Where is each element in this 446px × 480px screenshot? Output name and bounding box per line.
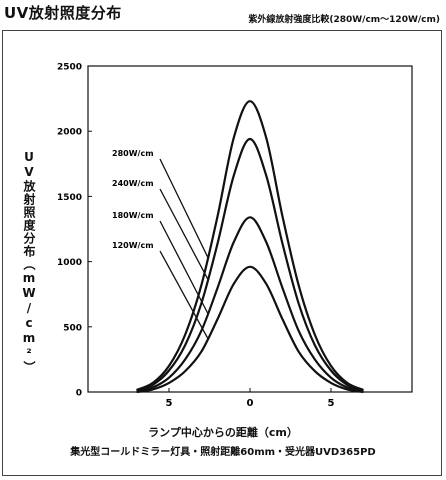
y-tick-label: 1000 xyxy=(57,258,82,268)
page-title: UV放射照度分布 xyxy=(4,4,122,22)
y-tick-label: 2500 xyxy=(57,63,82,73)
chart-subtitle: 紫外線放射強度比較(280W/cm〜120W/cm) xyxy=(248,15,440,25)
y-tick-label: 2000 xyxy=(57,128,82,138)
series-leader-line xyxy=(159,220,209,314)
series-line-180wcm xyxy=(136,216,364,393)
y-tick-label: 1500 xyxy=(57,193,82,203)
series-label: 120W/cm xyxy=(112,241,154,250)
series-leader-line xyxy=(159,250,209,339)
series-line-120wcm xyxy=(136,265,364,394)
measurement-note: 集光型コールドミラー灯具・照射距離60mm・受光器UVD365PD xyxy=(70,447,376,458)
y-tick-label: 500 xyxy=(63,323,82,333)
series-label: 180W/cm xyxy=(112,211,154,220)
series-line-240wcm xyxy=(136,137,364,392)
series-leader-line xyxy=(159,158,209,258)
series-label: 240W/cm xyxy=(112,179,154,188)
y-axis-label: UV放射照度分布（mW/cm²） xyxy=(22,150,36,374)
plot-area xyxy=(87,65,413,393)
x-tick-label: 5 xyxy=(166,398,173,409)
figure-frame xyxy=(2,30,442,476)
y-tick-label: 0 xyxy=(76,389,82,399)
x-tick-label: 0 xyxy=(247,398,254,409)
x-axis-label: ランプ中心からの距離（cm） xyxy=(148,426,298,439)
series-line-280wcm xyxy=(136,100,364,392)
x-tick-label: 5 xyxy=(328,398,335,409)
series-label: 280W/cm xyxy=(112,149,154,158)
series-leader-line xyxy=(159,188,209,280)
